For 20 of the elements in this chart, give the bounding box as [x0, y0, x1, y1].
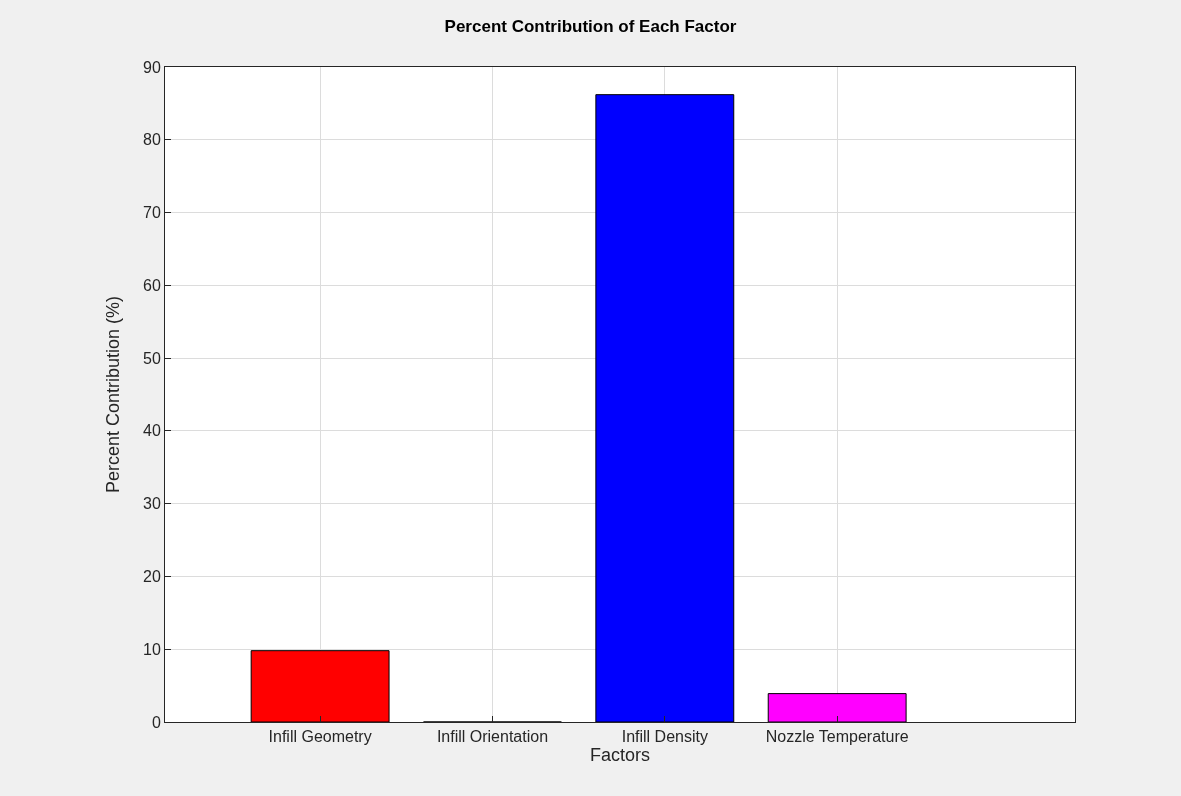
y-tick-label: 40: [143, 422, 161, 440]
y-tick-label: 70: [143, 204, 161, 222]
y-tick-label: 10: [143, 640, 161, 658]
y-tick-label: 60: [143, 276, 161, 294]
chart-title: Percent Contribution of Each Factor: [444, 16, 737, 36]
x-tick-label: Infill Orientation: [436, 728, 549, 746]
x-tick-label: Infill Density: [621, 728, 708, 746]
y-tick-label: 0: [151, 713, 161, 731]
y-tick-label: 50: [143, 349, 161, 367]
bar: [595, 94, 735, 722]
x-tick-label: Infill Geometry: [268, 728, 372, 746]
x-tick-label: Nozzle Temperature: [765, 728, 909, 746]
y-tick-label: 20: [143, 568, 161, 586]
bar: [250, 650, 390, 722]
y-tick-label: 80: [143, 131, 161, 149]
y-tick-label: 90: [143, 58, 161, 76]
bar: [767, 693, 907, 722]
y-axis-title: Percent Contribution (%): [103, 295, 123, 494]
y-tick-label: 30: [143, 495, 161, 513]
x-axis-title: Factors: [589, 745, 651, 766]
